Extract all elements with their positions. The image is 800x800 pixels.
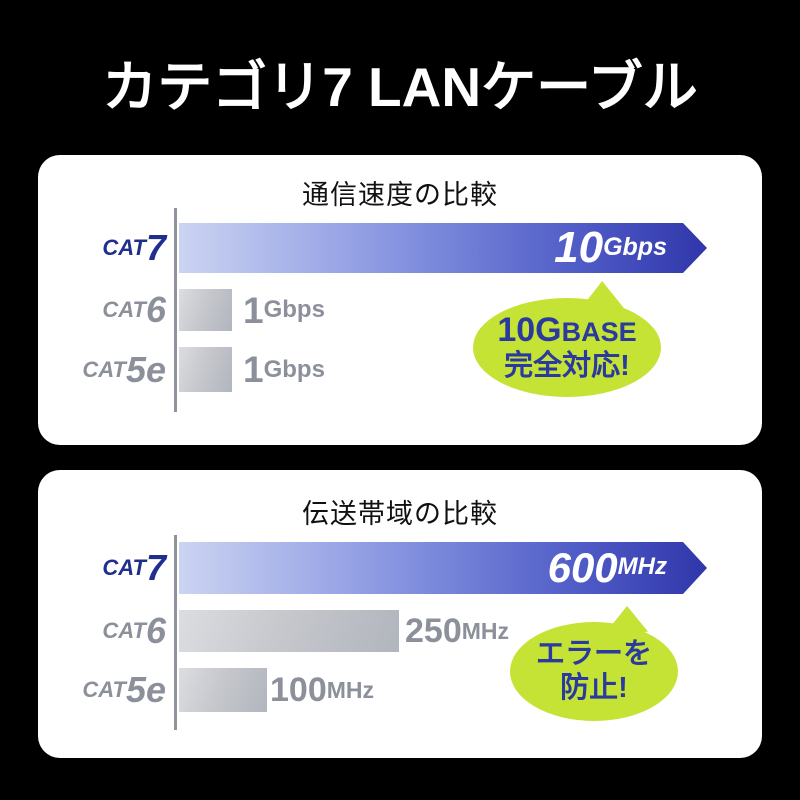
speed-callout-bubble: 10GBASE 完全対応! — [473, 298, 661, 397]
speed-bubble-line2: 完全対応! — [504, 350, 630, 383]
bandwidth-callout-bubble: エラーを 防止! — [510, 622, 678, 721]
category-label-cat6: CAT 6 — [102, 610, 166, 651]
page-title: カテゴリ7 LANケーブル — [102, 56, 698, 118]
value-label-cat5e-speed: 1 Gbps — [243, 349, 325, 390]
category-label-cat6: CAT 6 — [102, 289, 166, 330]
bar-cat6-speed — [179, 289, 232, 331]
bandwidth-chart-axis — [174, 535, 177, 730]
bar-cat6-bandwidth — [179, 610, 399, 652]
bandwidth-chart-title: 伝送帯域の比較 — [302, 499, 498, 529]
value-label-cat5e-bandwidth: 100 MHz — [270, 671, 375, 709]
category-label-cat5e: CAT 5e — [82, 669, 166, 710]
bandwidth-comparison-panel: 伝送帯域の比較 CAT 7 600 MHz CAT 6 250 MHz CAT 5e 10… — [38, 470, 762, 758]
bar-cat7-bandwidth: 600 MHz — [179, 542, 707, 594]
bandwidth-bubble-line1: エラーを — [535, 638, 652, 671]
speed-chart-title: 通信速度の比較 — [302, 180, 498, 210]
bandwidth-bubble-line2: 防止! — [560, 671, 628, 704]
bar-cat7-speed: 10 Gbps — [179, 223, 707, 273]
value-label-cat6-speed: 1 Gbps — [243, 289, 325, 331]
speed-chart-axis — [174, 208, 177, 412]
bar-cat5e-bandwidth — [179, 668, 267, 712]
speed-bubble-line1: 10GBASE — [497, 311, 637, 350]
value-label-cat7-bandwidth: 600 MHz — [547, 544, 667, 591]
value-label-cat6-bandwidth: 250 MHz — [405, 612, 510, 650]
category-label-cat5e: CAT 5e — [82, 348, 166, 390]
category-label-cat7: CAT 7 — [102, 547, 166, 588]
speed-comparison-panel: 通信速度の比較 CAT 7 10 Gbps CAT 6 1 Gbps CAT 5e 1 Gb… — [38, 155, 762, 445]
bar-cat5e-speed — [179, 347, 232, 392]
value-label-cat7-speed: 10 Gbps — [554, 223, 667, 272]
category-label-cat7: CAT 7 — [102, 227, 166, 268]
